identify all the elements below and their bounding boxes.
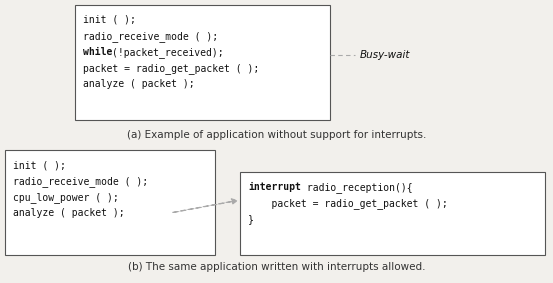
Text: }: } (248, 214, 254, 224)
Text: (!packet_received);: (!packet_received); (112, 47, 224, 58)
Text: cpu_low_power ( );: cpu_low_power ( ); (13, 192, 119, 203)
Bar (75, 5, 330, 120)
Text: while: while (83, 47, 112, 57)
Text: analyze ( packet );: analyze ( packet ); (13, 208, 124, 218)
Text: init ( );: init ( ); (83, 15, 136, 25)
Text: radio_receive_mode ( );: radio_receive_mode ( ); (13, 176, 148, 187)
Text: Busy-wait: Busy-wait (360, 50, 410, 60)
Text: packet = radio_get_packet ( );: packet = radio_get_packet ( ); (83, 63, 259, 74)
Text: packet = radio_get_packet ( );: packet = radio_get_packet ( ); (248, 198, 448, 209)
Bar (5, 150, 215, 255)
Bar (240, 172, 545, 255)
FancyArrowPatch shape (173, 199, 237, 213)
Text: (b) The same application written with interrupts allowed.: (b) The same application written with in… (128, 262, 426, 272)
Text: (a) Example of application without support for interrupts.: (a) Example of application without suppo… (127, 130, 427, 140)
Text: radio_reception(){: radio_reception(){ (301, 182, 413, 193)
Text: interrupt: interrupt (248, 182, 301, 192)
Text: radio_receive_mode ( );: radio_receive_mode ( ); (83, 31, 218, 42)
Text: init ( );: init ( ); (13, 160, 66, 170)
Text: analyze ( packet );: analyze ( packet ); (83, 79, 195, 89)
